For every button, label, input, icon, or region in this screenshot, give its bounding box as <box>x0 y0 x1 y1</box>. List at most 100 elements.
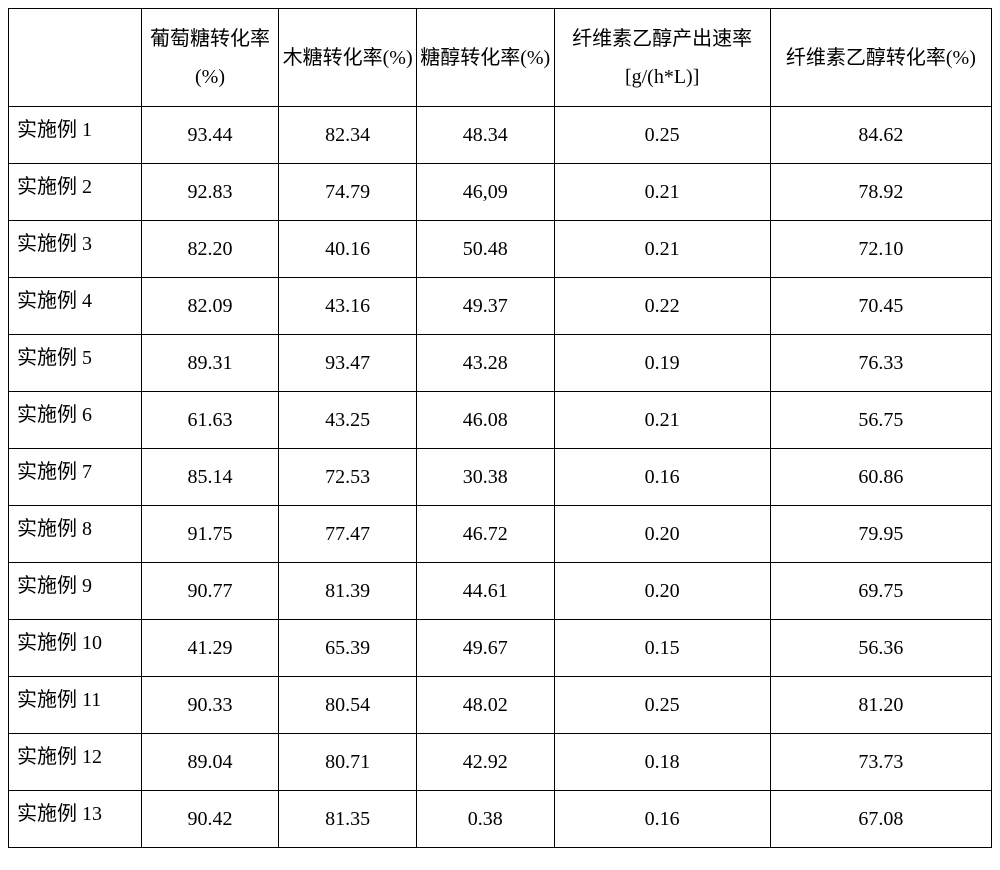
cell-value: 80.54 <box>279 677 417 734</box>
cell-value: 40.16 <box>279 221 417 278</box>
cell-value: 60.86 <box>770 449 991 506</box>
row-label: 实施例 3 <box>9 221 142 278</box>
cell-value: 48.34 <box>416 107 554 164</box>
row-label: 实施例 13 <box>9 791 142 848</box>
table-row: 实施例 5 89.31 93.47 43.28 0.19 76.33 <box>9 335 992 392</box>
cell-value: 49.67 <box>416 620 554 677</box>
cell-value: 0.38 <box>416 791 554 848</box>
cell-value: 44.61 <box>416 563 554 620</box>
cell-value: 49.37 <box>416 278 554 335</box>
table-header: 葡萄糖转化率(%) 木糖转化率(%) 糖醇转化率(%) 纤维素乙醇产出速率[g/… <box>9 9 992 107</box>
row-label: 实施例 8 <box>9 506 142 563</box>
cell-value: 67.08 <box>770 791 991 848</box>
row-label: 实施例 7 <box>9 449 142 506</box>
cell-value: 0.15 <box>554 620 770 677</box>
table-row: 实施例 12 89.04 80.71 42.92 0.18 73.73 <box>9 734 992 791</box>
cell-value: 82.20 <box>141 221 279 278</box>
header-row: 葡萄糖转化率(%) 木糖转化率(%) 糖醇转化率(%) 纤维素乙醇产出速率[g/… <box>9 9 992 107</box>
cell-value: 81.35 <box>279 791 417 848</box>
cell-value: 0.22 <box>554 278 770 335</box>
row-label: 实施例 1 <box>9 107 142 164</box>
cell-value: 73.73 <box>770 734 991 791</box>
header-glucose: 葡萄糖转化率(%) <box>141 9 279 107</box>
header-ethanol-rate: 纤维素乙醇产出速率[g/(h*L)] <box>554 9 770 107</box>
table-row: 实施例 13 90.42 81.35 0.38 0.16 67.08 <box>9 791 992 848</box>
row-label: 实施例 12 <box>9 734 142 791</box>
table-row: 实施例 1 93.44 82.34 48.34 0.25 84.62 <box>9 107 992 164</box>
table-row: 实施例 9 90.77 81.39 44.61 0.20 69.75 <box>9 563 992 620</box>
cell-value: 90.77 <box>141 563 279 620</box>
header-ethanol-conversion: 纤维素乙醇转化率(%) <box>770 9 991 107</box>
table-body: 实施例 1 93.44 82.34 48.34 0.25 84.62 实施例 2… <box>9 107 992 848</box>
table-row: 实施例 4 82.09 43.16 49.37 0.22 70.45 <box>9 278 992 335</box>
table-row: 实施例 3 82.20 40.16 50.48 0.21 72.10 <box>9 221 992 278</box>
header-sugar-alcohol: 糖醇转化率(%) <box>416 9 554 107</box>
row-label: 实施例 11 <box>9 677 142 734</box>
cell-value: 85.14 <box>141 449 279 506</box>
cell-value: 92.83 <box>141 164 279 221</box>
cell-value: 93.47 <box>279 335 417 392</box>
row-label: 实施例 10 <box>9 620 142 677</box>
table-row: 实施例 6 61.63 43.25 46.08 0.21 56.75 <box>9 392 992 449</box>
cell-value: 48.02 <box>416 677 554 734</box>
cell-value: 0.19 <box>554 335 770 392</box>
table-row: 实施例 11 90.33 80.54 48.02 0.25 81.20 <box>9 677 992 734</box>
row-label: 实施例 4 <box>9 278 142 335</box>
cell-value: 77.47 <box>279 506 417 563</box>
cell-value: 80.71 <box>279 734 417 791</box>
cell-value: 0.18 <box>554 734 770 791</box>
row-label: 实施例 9 <box>9 563 142 620</box>
cell-value: 41.29 <box>141 620 279 677</box>
cell-value: 81.20 <box>770 677 991 734</box>
cell-value: 43.28 <box>416 335 554 392</box>
cell-value: 0.21 <box>554 221 770 278</box>
cell-value: 30.38 <box>416 449 554 506</box>
cell-value: 0.20 <box>554 563 770 620</box>
cell-value: 56.75 <box>770 392 991 449</box>
cell-value: 46,09 <box>416 164 554 221</box>
cell-value: 79.95 <box>770 506 991 563</box>
cell-value: 74.79 <box>279 164 417 221</box>
cell-value: 0.20 <box>554 506 770 563</box>
row-label: 实施例 2 <box>9 164 142 221</box>
cell-value: 81.39 <box>279 563 417 620</box>
cell-value: 72.10 <box>770 221 991 278</box>
cell-value: 89.04 <box>141 734 279 791</box>
cell-value: 61.63 <box>141 392 279 449</box>
cell-value: 43.25 <box>279 392 417 449</box>
cell-value: 89.31 <box>141 335 279 392</box>
cell-value: 0.16 <box>554 791 770 848</box>
header-xylose: 木糖转化率(%) <box>279 9 417 107</box>
cell-value: 0.21 <box>554 164 770 221</box>
cell-value: 90.42 <box>141 791 279 848</box>
cell-value: 82.09 <box>141 278 279 335</box>
cell-value: 78.92 <box>770 164 991 221</box>
cell-value: 0.16 <box>554 449 770 506</box>
cell-value: 70.45 <box>770 278 991 335</box>
cell-value: 0.25 <box>554 107 770 164</box>
cell-value: 76.33 <box>770 335 991 392</box>
cell-value: 0.21 <box>554 392 770 449</box>
table-row: 实施例 8 91.75 77.47 46.72 0.20 79.95 <box>9 506 992 563</box>
table-row: 实施例 10 41.29 65.39 49.67 0.15 56.36 <box>9 620 992 677</box>
cell-value: 90.33 <box>141 677 279 734</box>
cell-value: 91.75 <box>141 506 279 563</box>
cell-value: 42.92 <box>416 734 554 791</box>
table-row: 实施例 7 85.14 72.53 30.38 0.16 60.86 <box>9 449 992 506</box>
table-row: 实施例 2 92.83 74.79 46,09 0.21 78.92 <box>9 164 992 221</box>
header-blank <box>9 9 142 107</box>
cell-value: 69.75 <box>770 563 991 620</box>
data-table: 葡萄糖转化率(%) 木糖转化率(%) 糖醇转化率(%) 纤维素乙醇产出速率[g/… <box>8 8 992 848</box>
cell-value: 65.39 <box>279 620 417 677</box>
cell-value: 82.34 <box>279 107 417 164</box>
cell-value: 56.36 <box>770 620 991 677</box>
cell-value: 46.72 <box>416 506 554 563</box>
cell-value: 0.25 <box>554 677 770 734</box>
cell-value: 72.53 <box>279 449 417 506</box>
cell-value: 93.44 <box>141 107 279 164</box>
row-label: 实施例 5 <box>9 335 142 392</box>
cell-value: 46.08 <box>416 392 554 449</box>
cell-value: 50.48 <box>416 221 554 278</box>
cell-value: 43.16 <box>279 278 417 335</box>
row-label: 实施例 6 <box>9 392 142 449</box>
